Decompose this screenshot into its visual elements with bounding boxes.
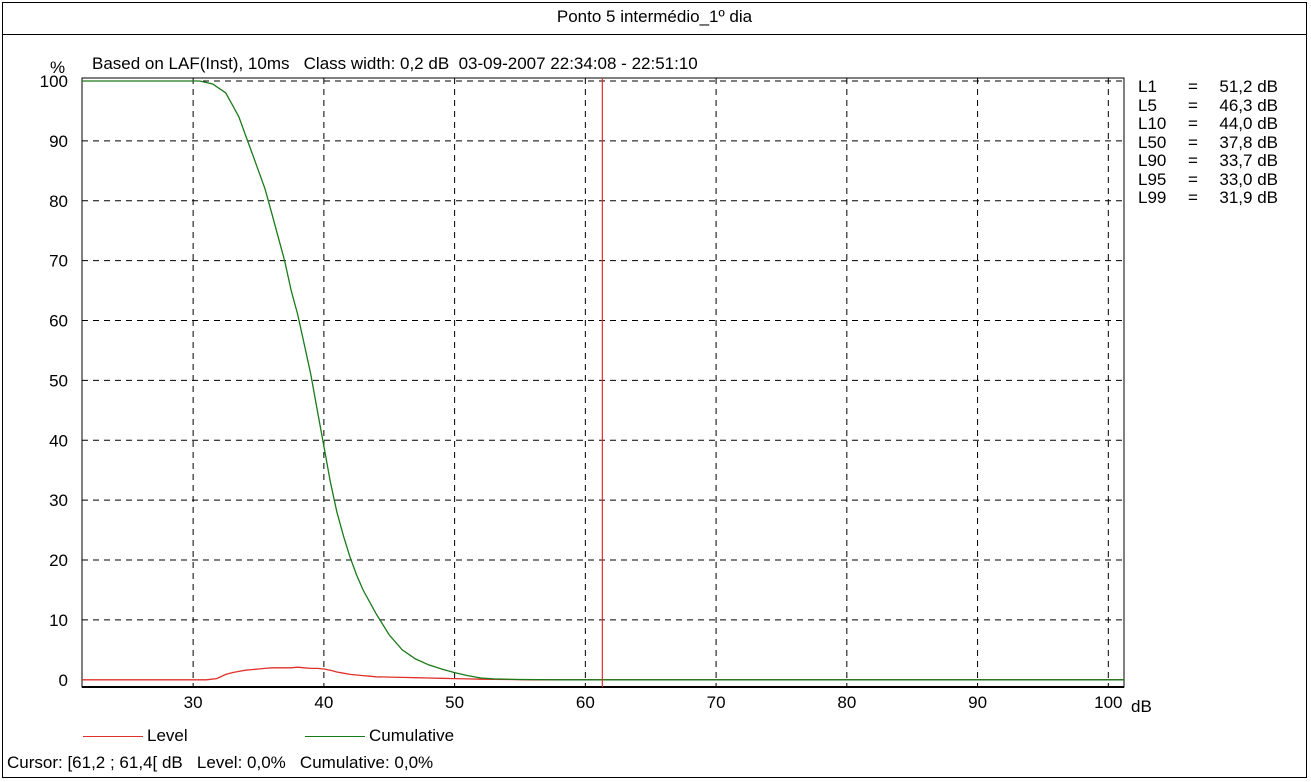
stat-row-l90: L90 = 33,7 dB bbox=[1138, 151, 1278, 171]
series-line-level bbox=[82, 666, 1124, 681]
stat-name: L90 bbox=[1138, 151, 1167, 170]
x-tick-label: 60 bbox=[576, 693, 595, 712]
y-tick-label: 70 bbox=[49, 252, 68, 271]
stat-name: L5 bbox=[1138, 95, 1157, 115]
legend-item-level[interactable]: Level bbox=[83, 726, 188, 746]
x-tick-label: 100 bbox=[1094, 693, 1122, 712]
stat-row-l10: L10 = 44,0 dB bbox=[1138, 114, 1278, 134]
stat-equals: = bbox=[1188, 188, 1198, 207]
stat-value: 33,7 dB bbox=[1219, 151, 1278, 170]
chart-subtitle: Based on LAF(Inst), 10ms Class width: 0,… bbox=[92, 54, 698, 73]
y-tick-label: 80 bbox=[49, 192, 68, 211]
cursor-readout: Cursor: [61,2 ; 61,4[ dB Level: 0,0% Cum… bbox=[7, 753, 434, 772]
y-tick-label: 90 bbox=[49, 132, 68, 151]
y-tick-label: 40 bbox=[49, 431, 68, 450]
plot-border bbox=[81, 77, 1125, 688]
stat-row-l5: L5 = 46,3 dB bbox=[1138, 95, 1278, 116]
legend-label-cumulative: Cumulative bbox=[369, 726, 455, 745]
stat-name: L95 bbox=[1138, 169, 1167, 189]
legend-item-cumulative[interactable]: Cumulative bbox=[305, 726, 454, 746]
stat-name: L1 bbox=[1138, 77, 1157, 96]
y-tick-label: 100 bbox=[40, 72, 68, 91]
x-tick-label: 50 bbox=[445, 693, 464, 712]
stat-equals: = bbox=[1188, 95, 1198, 115]
stat-name: L10 bbox=[1138, 114, 1167, 133]
stat-value: 46,3 dB bbox=[1219, 95, 1278, 115]
legend-swatch-level bbox=[83, 735, 143, 737]
y-tick-label: 20 bbox=[49, 551, 68, 570]
stat-equals: = bbox=[1188, 169, 1198, 189]
chart-title: Ponto 5 intermédio_1º dia bbox=[2, 2, 1307, 35]
y-tick-label: 30 bbox=[49, 491, 68, 510]
y-tick-label: 0 bbox=[59, 671, 68, 690]
stat-row-l50: L50 = 37,8 dB bbox=[1138, 132, 1278, 153]
stat-equals: = bbox=[1188, 77, 1198, 96]
legend-swatch-cumulative bbox=[305, 735, 365, 737]
y-tick-label: 50 bbox=[49, 371, 68, 390]
stat-equals: = bbox=[1188, 151, 1198, 170]
x-tick-label: 30 bbox=[184, 693, 203, 712]
stat-value: 51,2 dB bbox=[1219, 77, 1278, 96]
statistics-panel: L1 = 51,2 dB L5 = 46,3 dB L10 = 44,0 dB L50 = 37… bbox=[1138, 77, 1278, 208]
stat-row-l99: L99 = 31,9 dB bbox=[1138, 188, 1278, 208]
x-tick-label: 70 bbox=[707, 693, 726, 712]
y-tick-label: 60 bbox=[49, 312, 68, 331]
stat-value: 37,8 dB bbox=[1219, 132, 1278, 152]
x-tick-label: 90 bbox=[968, 693, 987, 712]
stat-row-l1: L1 = 51,2 dB bbox=[1138, 77, 1278, 97]
stat-equals: = bbox=[1188, 114, 1198, 133]
y-unit-label: % bbox=[50, 58, 66, 77]
stat-equals: = bbox=[1188, 132, 1198, 152]
x-unit-label: dB bbox=[1131, 697, 1152, 716]
series-line-cumulative bbox=[82, 80, 1124, 681]
x-tick-label: 80 bbox=[837, 693, 856, 712]
stat-row-l95: L95 = 33,0 dB bbox=[1138, 169, 1278, 190]
stat-value: 44,0 dB bbox=[1219, 114, 1278, 133]
stat-name: L50 bbox=[1138, 132, 1167, 152]
stat-value: 33,0 dB bbox=[1219, 169, 1278, 189]
legend-label-level: Level bbox=[147, 726, 188, 745]
x-tick-label: 40 bbox=[314, 693, 333, 712]
y-tick-label: 10 bbox=[49, 611, 68, 630]
stat-name: L99 bbox=[1138, 188, 1167, 207]
stat-value: 31,9 dB bbox=[1219, 188, 1278, 207]
